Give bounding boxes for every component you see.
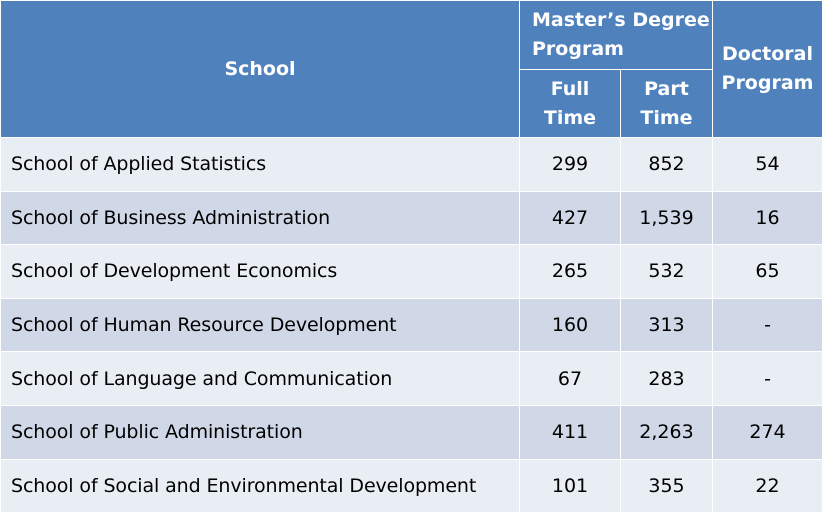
header-part-line2: Time — [640, 107, 692, 129]
cell-part-time: 852 — [621, 138, 713, 192]
table-row: School of Applied Statistics 299 852 54 — [1, 138, 822, 192]
header-part-line1: Part — [644, 78, 689, 100]
cell-doctoral: 274 — [713, 405, 822, 459]
cell-school: School of Social and Environmental Devel… — [1, 459, 520, 513]
header-school: School — [1, 1, 520, 138]
cell-part-time: 283 — [621, 352, 713, 406]
header-doctoral-line1: Doctoral — [722, 43, 813, 65]
table-header: School Master’s Degree Program Doctoral … — [1, 1, 822, 138]
cell-doctoral: 16 — [713, 191, 822, 245]
header-doctoral-program: Doctoral Program — [713, 1, 822, 138]
cell-doctoral: - — [713, 352, 822, 406]
header-full-line1: Full — [551, 78, 590, 100]
header-part-time: Part Time — [621, 70, 713, 138]
table-row: School of Human Resource Development 160… — [1, 298, 822, 352]
cell-school: School of Language and Communication — [1, 352, 520, 406]
cell-full-time: 411 — [520, 405, 621, 459]
header-masters-program: Master’s Degree Program — [520, 1, 713, 70]
table-row: School of Public Administration 411 2,26… — [1, 405, 822, 459]
cell-doctoral: 22 — [713, 459, 822, 513]
header-full-line2: Time — [544, 107, 596, 129]
cell-full-time: 160 — [520, 298, 621, 352]
cell-part-time: 532 — [621, 245, 713, 299]
table-body: School of Applied Statistics 299 852 54 … — [1, 138, 822, 513]
cell-part-time: 1,539 — [621, 191, 713, 245]
table-row: School of Business Administration 427 1,… — [1, 191, 822, 245]
cell-full-time: 101 — [520, 459, 621, 513]
cell-doctoral: - — [713, 298, 822, 352]
table-row: School of Development Economics 265 532 … — [1, 245, 822, 299]
cell-full-time: 427 — [520, 191, 621, 245]
cell-school: School of Public Administration — [1, 405, 520, 459]
cell-full-time: 67 — [520, 352, 621, 406]
table-row: School of Language and Communication 67 … — [1, 352, 822, 406]
cell-school: School of Human Resource Development — [1, 298, 520, 352]
cell-full-time: 265 — [520, 245, 621, 299]
header-doctoral-line2: Program — [722, 72, 814, 94]
cell-part-time: 355 — [621, 459, 713, 513]
cell-doctoral: 65 — [713, 245, 822, 299]
header-masters-line1: Master’s Degree — [532, 9, 710, 31]
header-school-label: School — [224, 58, 295, 80]
header-full-time: Full Time — [520, 70, 621, 138]
cell-part-time: 313 — [621, 298, 713, 352]
header-masters-line2: Program — [532, 38, 624, 60]
cell-school: School of Development Economics — [1, 245, 520, 299]
cell-school: School of Applied Statistics — [1, 138, 520, 192]
cell-full-time: 299 — [520, 138, 621, 192]
table-row: School of Social and Environmental Devel… — [1, 459, 822, 513]
cell-doctoral: 54 — [713, 138, 822, 192]
cell-school: School of Business Administration — [1, 191, 520, 245]
cell-part-time: 2,263 — [621, 405, 713, 459]
